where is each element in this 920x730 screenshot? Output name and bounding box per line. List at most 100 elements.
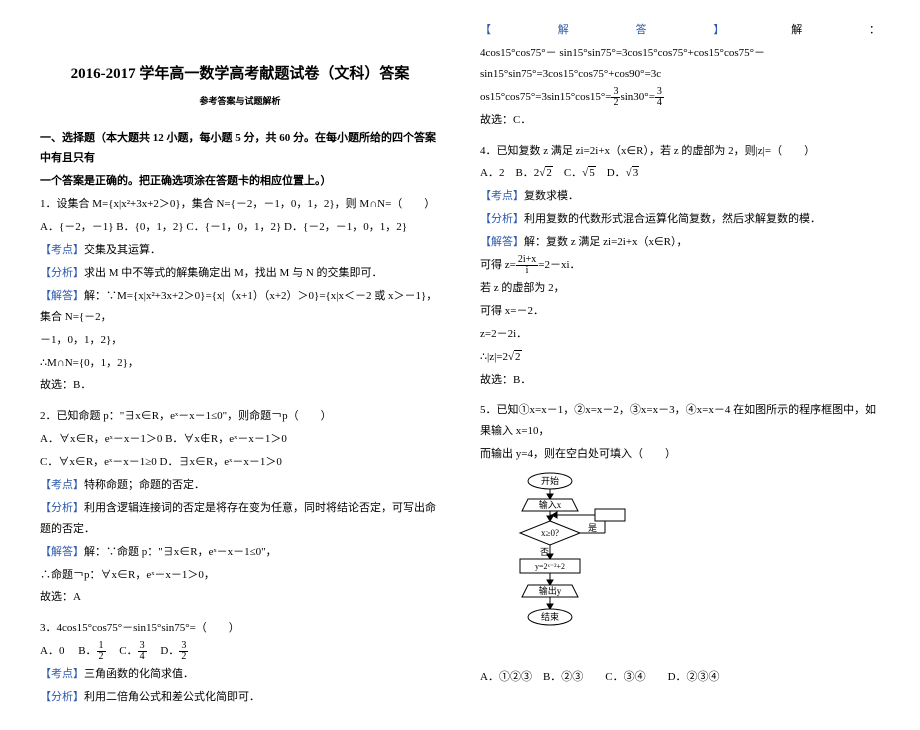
q3-jd-line2b: sin30°= (620, 91, 654, 103)
q4-opts-a: A．2 B．2 (480, 167, 539, 179)
q3-jd-l2: 解 (558, 20, 569, 41)
jd-label: 【解答】 (40, 546, 84, 558)
q2-jd2: ∴命题￢p：∀x∈R，eˣ－x－1＞0， (40, 565, 440, 586)
q3-optC: C． (119, 645, 137, 657)
q2-stem: 2．已知命题 p："∃x∈R，eˣ－x－1≤0"，则命题￢p（ ） (40, 406, 440, 427)
q1-jd3: ∴M∩N={0，1，2}， (40, 353, 440, 374)
fx-label: 【分析】 (480, 213, 524, 225)
q2-jd3: 故选：A (40, 587, 440, 608)
q3-jd-label-row: 【 解 答 】 解 ： (480, 20, 880, 41)
q4-jd1: 【解答】解：复数 z 满足 zi=2i+x（x∈R）， (480, 232, 880, 253)
q3-jd-l5: 解 (791, 20, 802, 41)
q4-fx: 【分析】利用复数的代数形式混合运算化简复数，然后求解复数的模． (480, 209, 880, 230)
jd-label: 【解答】 (40, 290, 84, 302)
jd-label: 【解答】 (480, 236, 524, 248)
q2-fx: 【分析】利用含逻辑连接词的否定是将存在变为任意，同时将结论否定，可写出命题的否定… (40, 498, 440, 540)
q3-jd-l3: 答 (636, 20, 647, 41)
flow-cond: x≥0? (541, 528, 559, 538)
q1-jd1: 【解答】解：∵M={x|x²+3x+2＞0}={x|（x+1）（x+2）＞0}=… (40, 286, 440, 328)
q3-kd: 【考点】三角函数的化简求值． (40, 664, 440, 685)
q3-options: A．0 B．12 C．34 D．32 (40, 641, 440, 662)
q4-jd7: 故选：B． (480, 370, 880, 391)
q3-fx-text: 利用二倍角公式和差公式化简即可． (84, 691, 260, 703)
q4-opts-b: C． (553, 167, 582, 179)
section1-header-line2: 一个答案是正确的。把正确选项涂在答题卡的相应位置上。） (40, 171, 440, 192)
q2-jd1-text: 解：∵命题 p："∃x∈R，eˣ－x－1≤0"， (84, 546, 277, 558)
sqrt-2b: 2 (508, 347, 522, 368)
frac-3-4b: 34 (655, 87, 664, 108)
q2-kd: 【考点】特称命题；命题的否定． (40, 475, 440, 496)
q4-stem: 4．已知复数 z 满足 zi=2i+x（x∈R），若 z 的虚部为 2，则|z|… (480, 141, 880, 162)
fx-label: 【分析】 (40, 502, 84, 514)
q1-options: A．{－2，－1} B．{0，1，2} C．{－1，0，1，2} D．{－2，－… (40, 217, 440, 238)
q5-stem2: 而输出 y=4，则在空白处可填入（ ） (480, 444, 880, 465)
flow-yes: 是 (588, 523, 597, 533)
q4-opts-c: D． (596, 167, 626, 179)
fx-label: 【分析】 (40, 267, 84, 279)
sqrt-2: 2 (539, 163, 553, 184)
flowchart: 开始 输入x x≥0? 是 否 (500, 471, 880, 661)
q1-fx: 【分析】求出 M 中不等式的解集确定出 M，找出 M 与 N 的交集即可． (40, 263, 440, 284)
q3-optD: D． (160, 645, 179, 657)
q3-fx: 【分析】利用二倍角公式和差公式化简即可． (40, 687, 440, 708)
q4-jd6: ∴|z|=22 (480, 347, 880, 368)
q3-jd-l4: 】 (713, 20, 724, 41)
q4-jd6a: ∴|z|=2 (480, 351, 508, 363)
q1-jd2: －1，0，1，2}， (40, 330, 440, 351)
left-column: 2016-2017 学年高一数学高考献题试卷（文科）答案 参考答案与试题解析 一… (30, 20, 460, 710)
frac-3-2: 32 (179, 641, 188, 662)
kd-label: 【考点】 (480, 190, 524, 202)
q3-jd-line2: os15°cos75°=3sin15°cos15°=32sin30°=34 (480, 87, 880, 108)
frac-3-4: 34 (138, 641, 147, 662)
frac-1-2: 12 (97, 641, 106, 662)
q4-jd1-text: 解：复数 z 满足 zi=2i+x（x∈R）， (524, 236, 687, 248)
flow-input: 输入x (539, 499, 562, 510)
q2-fx-text: 利用含逻辑连接词的否定是将存在变为任意，同时将结论否定，可写出命题的否定． (40, 502, 436, 535)
doc-title: 2016-2017 学年高一数学高考献题试卷（文科）答案 (40, 60, 440, 89)
fx-label: 【分析】 (40, 691, 84, 703)
q5-stem1: 5．已知①x=x－1，②x=x－2，③x=x－3，④x=x－4 在如图所示的程序… (480, 400, 880, 442)
flow-start: 开始 (541, 475, 559, 486)
sqrt-5: 5 (582, 163, 596, 184)
q5-options: A．①②③ B．②③ C．③④ D．②③④ (480, 667, 880, 688)
q3-jd-line2a: os15°cos75°=3sin15°cos15°= (480, 91, 611, 103)
q1-kd-text: 交集及其运算． (84, 244, 161, 256)
q1-stem: 1．设集合 M={x|x²+3x+2＞0}，集合 N={－2，－1，0，1，2}… (40, 194, 440, 215)
q4-jd3: 若 z 的虚部为 2， (480, 278, 880, 299)
q2-jd1: 【解答】解：∵命题 p："∃x∈R，eˣ－x－1≤0"， (40, 542, 440, 563)
q4-fx-text: 利用复数的代数形式混合运算化简复数，然后求解复数的模． (524, 213, 821, 225)
q4-jd2a: 可得 z= (480, 259, 516, 271)
q1-fx-text: 求出 M 中不等式的解集确定出 M，找出 M 与 N 的交集即可． (84, 267, 383, 279)
q3-stem: 3．4cos15°cos75°－sin15°sin75°=（ ） (40, 618, 440, 639)
q4-jd2b: =2－xi． (538, 259, 580, 271)
q3-kd-text: 三角函数的化简求值． (84, 668, 194, 680)
flow-output: 输出y (539, 585, 562, 596)
q2-optA: A．∀x∈R，eˣ－x－1＞0 B．∀x∉R，eˣ－x－1＞0 (40, 429, 440, 450)
kd-label: 【考点】 (40, 244, 84, 256)
q2-optC: C．∀x∈R，eˣ－x－1≥0 D．∃x∈R，eˣ－x－1＞0 (40, 452, 440, 473)
q4-kd: 【考点】复数求模． (480, 186, 880, 207)
frac-2ix: 2i+xi (516, 255, 538, 276)
q3-optB: B． (78, 645, 96, 657)
flowchart-svg: 开始 输入x x≥0? 是 否 (500, 471, 630, 661)
q4-jd2: 可得 z=2i+xi=2－xi． (480, 255, 880, 276)
q3-optA: A．0 (40, 645, 64, 657)
q1-jd4: 故选：B． (40, 375, 440, 396)
sqrt-3: 3 (626, 163, 640, 184)
kd-label: 【考点】 (40, 479, 84, 491)
q1-jd1-text: 解：∵M={x|x²+3x+2＞0}={x|（x+1）（x+2）＞0}={x|x… (40, 290, 437, 323)
q4-kd-text: 复数求模． (524, 190, 579, 202)
q4-jd4: 可得 x=－2． (480, 301, 880, 322)
q3-jd-line1: 4cos15°cos75°－ sin15°sin75°=3cos15°cos75… (480, 43, 880, 85)
page-root: 2016-2017 学年高一数学高考献题试卷（文科）答案 参考答案与试题解析 一… (0, 0, 920, 730)
q3-sel: 故选：C． (480, 110, 880, 131)
flow-calc: y=2ˣ⁻²+2 (535, 562, 565, 571)
q2-kd-text: 特称命题；命题的否定． (84, 479, 205, 491)
doc-subtitle: 参考答案与试题解析 (40, 93, 440, 110)
q4-jd5: z=2－2i． (480, 324, 880, 345)
section1-header-line1: 一、选择题（本大题共 12 小题，每小题 5 分，共 60 分。在每小题所给的四… (40, 128, 440, 170)
q3-jd-l6: ： (869, 20, 880, 41)
flow-end: 结束 (541, 611, 559, 622)
q4-options: A．2 B．22 C．5 D．3 (480, 163, 880, 184)
kd-label: 【考点】 (40, 668, 84, 680)
